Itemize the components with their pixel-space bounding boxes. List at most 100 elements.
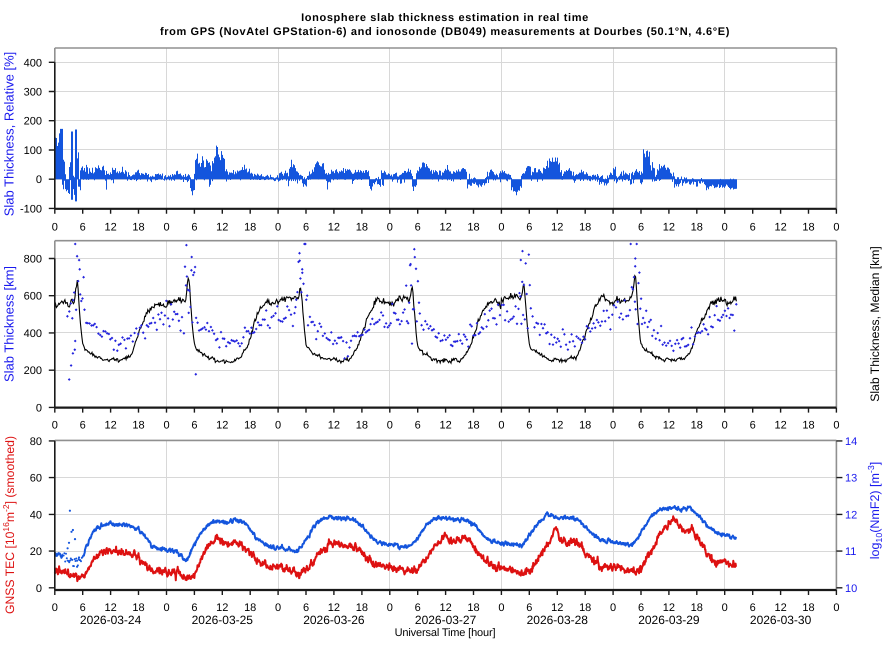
svg-text:2026-03-30: 2026-03-30: [750, 613, 812, 627]
svg-text:18: 18: [691, 602, 703, 614]
svg-text:12: 12: [774, 222, 786, 234]
svg-text:18: 18: [579, 420, 591, 432]
svg-text:18: 18: [132, 420, 144, 432]
svg-text:6: 6: [750, 602, 756, 614]
svg-text:6: 6: [750, 420, 756, 432]
svg-text:6: 6: [303, 420, 309, 432]
svg-text:18: 18: [356, 222, 368, 234]
svg-text:60: 60: [30, 473, 42, 485]
svg-text:0: 0: [610, 602, 616, 614]
svg-text:6: 6: [526, 420, 532, 432]
svg-text:6: 6: [750, 222, 756, 234]
svg-text:Slab Thickness, Median [km]: Slab Thickness, Median [km]: [868, 246, 882, 402]
svg-text:0: 0: [275, 420, 281, 432]
svg-text:6: 6: [526, 222, 532, 234]
svg-text:0: 0: [275, 602, 281, 614]
svg-text:18: 18: [691, 222, 703, 234]
svg-text:2026-03-24: 2026-03-24: [80, 613, 142, 627]
svg-text:40: 40: [30, 509, 42, 521]
svg-text:12: 12: [104, 222, 116, 234]
svg-text:12: 12: [216, 602, 228, 614]
svg-text:-100: -100: [20, 203, 42, 215]
svg-text:20: 20: [30, 546, 42, 558]
svg-text:6: 6: [638, 420, 644, 432]
svg-text:6: 6: [638, 222, 644, 234]
svg-text:18: 18: [467, 420, 479, 432]
svg-text:6: 6: [415, 222, 421, 234]
svg-text:18: 18: [467, 222, 479, 234]
svg-text:10: 10: [845, 583, 857, 595]
svg-text:12: 12: [216, 420, 228, 432]
svg-text:400: 400: [24, 57, 42, 69]
svg-text:2026-03-29: 2026-03-29: [638, 613, 700, 627]
svg-text:0: 0: [722, 222, 728, 234]
svg-text:0: 0: [833, 222, 839, 234]
svg-text:0: 0: [498, 602, 504, 614]
svg-text:6: 6: [415, 420, 421, 432]
svg-text:400: 400: [24, 328, 42, 340]
svg-text:0: 0: [387, 602, 393, 614]
svg-text:18: 18: [244, 602, 256, 614]
svg-text:6: 6: [191, 420, 197, 432]
svg-text:12: 12: [104, 602, 116, 614]
svg-text:12: 12: [328, 602, 340, 614]
svg-text:0: 0: [833, 602, 839, 614]
svg-text:GNSS TEC [1016m-2] (smoothed): GNSS TEC [1016m-2] (smoothed): [1, 436, 17, 614]
svg-text:0: 0: [52, 602, 58, 614]
svg-text:18: 18: [356, 420, 368, 432]
svg-text:12: 12: [551, 602, 563, 614]
svg-text:6: 6: [303, 222, 309, 234]
svg-text:12: 12: [663, 222, 675, 234]
svg-text:12: 12: [663, 420, 675, 432]
svg-text:0: 0: [722, 602, 728, 614]
svg-text:from GPS (NovAtel GPStation-6): from GPS (NovAtel GPStation-6) and ionos…: [160, 26, 730, 38]
svg-text:12: 12: [845, 509, 857, 521]
svg-text:0: 0: [275, 222, 281, 234]
svg-text:800: 800: [24, 254, 42, 266]
svg-text:2026-03-28: 2026-03-28: [527, 613, 589, 627]
svg-text:0: 0: [36, 174, 42, 186]
svg-text:18: 18: [691, 420, 703, 432]
svg-text:0: 0: [163, 222, 169, 234]
svg-text:18: 18: [802, 222, 814, 234]
svg-text:12: 12: [439, 602, 451, 614]
svg-text:0: 0: [610, 222, 616, 234]
svg-text:0: 0: [52, 222, 58, 234]
svg-text:12: 12: [328, 222, 340, 234]
svg-text:12: 12: [328, 420, 340, 432]
svg-text:200: 200: [24, 116, 42, 128]
svg-text:Ionosphere slab thickness esti: Ionosphere slab thickness estimation in …: [301, 12, 589, 24]
svg-text:18: 18: [132, 602, 144, 614]
svg-text:log10(NmF2) [m-3]: log10(NmF2) [m-3]: [866, 462, 884, 560]
svg-text:0: 0: [610, 420, 616, 432]
svg-text:6: 6: [303, 602, 309, 614]
svg-text:100: 100: [24, 145, 42, 157]
svg-text:200: 200: [24, 365, 42, 377]
svg-text:0: 0: [387, 420, 393, 432]
svg-text:18: 18: [244, 420, 256, 432]
svg-text:Slab Thickness [km]: Slab Thickness [km]: [1, 266, 16, 382]
svg-text:0: 0: [833, 420, 839, 432]
svg-text:12: 12: [439, 420, 451, 432]
svg-text:6: 6: [638, 602, 644, 614]
svg-text:12: 12: [774, 420, 786, 432]
svg-text:6: 6: [80, 420, 86, 432]
svg-text:12: 12: [663, 602, 675, 614]
svg-text:600: 600: [24, 291, 42, 303]
svg-text:6: 6: [191, 222, 197, 234]
svg-text:18: 18: [132, 222, 144, 234]
svg-text:2026-03-25: 2026-03-25: [192, 613, 254, 627]
svg-text:2026-03-27: 2026-03-27: [415, 613, 477, 627]
svg-text:12: 12: [551, 420, 563, 432]
svg-text:0: 0: [498, 420, 504, 432]
svg-text:14: 14: [845, 436, 857, 448]
svg-text:0: 0: [722, 420, 728, 432]
svg-text:Slab Thickness, Relative [%]: Slab Thickness, Relative [%]: [1, 52, 16, 217]
svg-text:Universal Time [hour]: Universal Time [hour]: [395, 627, 496, 639]
svg-text:0: 0: [387, 222, 393, 234]
svg-text:12: 12: [774, 602, 786, 614]
svg-text:0: 0: [163, 420, 169, 432]
svg-text:18: 18: [244, 222, 256, 234]
svg-text:80: 80: [30, 436, 42, 448]
svg-text:18: 18: [579, 222, 591, 234]
